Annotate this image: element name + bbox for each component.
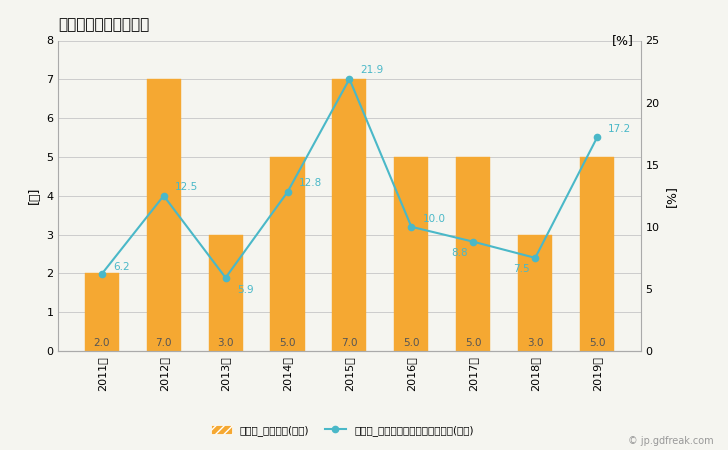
Text: 5.9: 5.9 — [237, 285, 253, 295]
Text: 8.8: 8.8 — [451, 248, 468, 258]
Text: 12.8: 12.8 — [298, 178, 322, 189]
Bar — [333, 79, 366, 351]
Text: 7.0: 7.0 — [341, 338, 357, 348]
Bar — [146, 79, 181, 351]
Text: 21.9: 21.9 — [360, 65, 384, 75]
Text: 5.0: 5.0 — [589, 338, 606, 348]
Bar — [208, 234, 242, 351]
Text: 6.2: 6.2 — [113, 261, 130, 271]
Text: 17.2: 17.2 — [609, 124, 631, 134]
Text: 3.0: 3.0 — [218, 338, 234, 348]
Bar — [580, 157, 614, 351]
Text: [%]: [%] — [612, 34, 633, 47]
Text: 2.0: 2.0 — [93, 338, 110, 348]
Text: 5.0: 5.0 — [403, 338, 419, 348]
Bar — [456, 157, 491, 351]
Bar — [395, 157, 428, 351]
Text: 3.0: 3.0 — [527, 338, 544, 348]
Text: 非木造建築物数の推移: 非木造建築物数の推移 — [58, 18, 149, 32]
Bar — [271, 157, 304, 351]
Text: 7.0: 7.0 — [155, 338, 172, 348]
Text: © jp.gdfreak.com: © jp.gdfreak.com — [628, 436, 713, 446]
Text: 10.0: 10.0 — [422, 214, 446, 225]
Y-axis label: [棟]: [棟] — [28, 187, 41, 204]
Text: 5.0: 5.0 — [465, 338, 481, 348]
Bar — [518, 234, 553, 351]
Bar — [84, 273, 119, 351]
Legend: 非木造_建築物数(左軸), 非木造_全建築物数にしめるシェア(右軸): 非木造_建築物数(左軸), 非木造_全建築物数にしめるシェア(右軸) — [207, 421, 478, 440]
Text: 5.0: 5.0 — [280, 338, 296, 348]
Text: 12.5: 12.5 — [175, 182, 198, 192]
Y-axis label: [%]: [%] — [665, 185, 678, 207]
Text: 7.5: 7.5 — [513, 264, 530, 274]
